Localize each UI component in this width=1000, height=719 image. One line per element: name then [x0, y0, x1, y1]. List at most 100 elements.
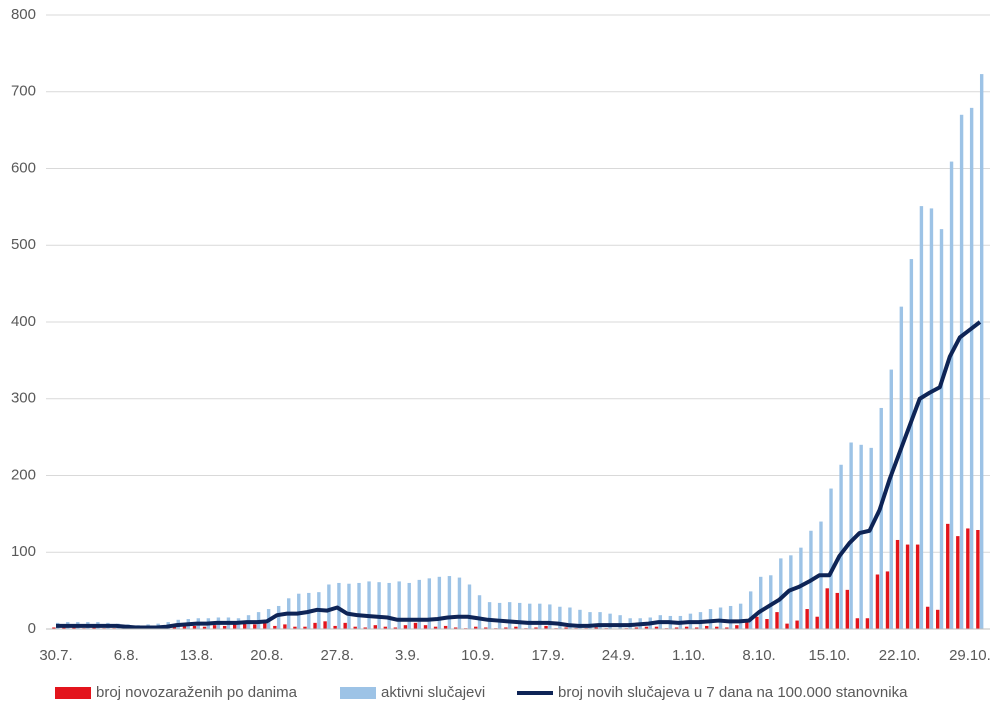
line [56, 320, 982, 630]
bar [417, 579, 421, 629]
bar [72, 627, 76, 629]
bar [276, 605, 281, 629]
bar [829, 488, 833, 629]
bar [618, 615, 622, 629]
bar [497, 602, 502, 629]
bar [775, 612, 779, 629]
bar [477, 595, 482, 629]
bar [293, 626, 297, 629]
bar [859, 444, 863, 629]
y-tick-label: 500 [11, 236, 36, 253]
bar [705, 625, 709, 629]
bar [273, 625, 277, 629]
bar [915, 544, 920, 629]
bar [815, 616, 819, 629]
bar [929, 208, 934, 629]
bar [825, 588, 829, 629]
bar [457, 577, 462, 629]
bar [845, 589, 850, 629]
bar [327, 584, 331, 629]
bar [377, 582, 381, 629]
bar [745, 619, 749, 629]
bar [182, 625, 187, 629]
bar [879, 407, 883, 629]
bar [52, 627, 56, 629]
bar [684, 626, 689, 629]
bar [899, 306, 904, 629]
x-tick-label: 6.8. [114, 647, 139, 664]
bar [608, 613, 612, 629]
y-tick-label: 400 [11, 313, 36, 330]
bar [769, 575, 773, 629]
x-tick-label: 22.10. [879, 647, 921, 664]
x-tick-label: 15.10. [808, 647, 850, 664]
x-tick-label: 20.8. [250, 647, 283, 664]
bar [407, 582, 411, 629]
legend-swatch [55, 687, 91, 699]
bar [507, 602, 512, 629]
bar [564, 627, 568, 629]
bar [976, 529, 980, 629]
bar [383, 626, 388, 629]
bar [484, 627, 488, 629]
bar [905, 544, 910, 629]
bar [548, 604, 552, 629]
x-tick-label: 17.9. [531, 647, 564, 664]
y-tick-label: 100 [11, 543, 36, 560]
bar [202, 626, 207, 629]
x-tick-label: 30.7. [39, 647, 72, 664]
bar [598, 612, 602, 629]
bar [423, 625, 428, 629]
bar [353, 626, 357, 629]
bar [337, 582, 341, 629]
bar [759, 576, 763, 629]
bar [735, 625, 739, 629]
bar [755, 616, 759, 629]
y-tick-label: 700 [11, 83, 36, 100]
bar [949, 161, 954, 629]
bar [835, 592, 839, 629]
bar [367, 581, 371, 629]
bar [427, 578, 432, 629]
bar [969, 107, 974, 630]
bar [413, 622, 418, 629]
bar [92, 627, 96, 629]
x-tick-label: 10.9. [461, 647, 494, 664]
bar [303, 626, 307, 629]
bar [855, 618, 860, 629]
bar [795, 620, 799, 629]
bar [313, 622, 317, 629]
bar [865, 618, 870, 629]
bar [343, 622, 347, 629]
bar [538, 603, 542, 629]
bar [979, 74, 984, 629]
bar [594, 627, 598, 629]
bar [634, 627, 639, 629]
bar [959, 114, 964, 629]
bar [297, 593, 301, 629]
y-tick-label: 300 [11, 390, 36, 407]
x-tick-label: 8.10. [742, 647, 775, 664]
x-tick-label: 24.9. [602, 647, 635, 664]
bar [192, 625, 197, 629]
bar [393, 627, 398, 629]
x-tick-label: 1.10. [672, 647, 705, 664]
bar [718, 607, 723, 629]
bar [212, 625, 217, 629]
bar [333, 625, 337, 629]
bar [895, 539, 900, 629]
x-tick-label: 27.8. [321, 647, 354, 664]
bar [785, 623, 789, 629]
legend-label: broj novih slučajeva u 7 dana na 100.000… [558, 684, 908, 701]
bar [939, 229, 944, 629]
bar [654, 626, 659, 629]
bar [694, 627, 699, 629]
bar [453, 627, 458, 629]
y-tick-label: 800 [11, 6, 36, 23]
bar [578, 609, 582, 629]
bar [504, 627, 508, 629]
bar [487, 602, 492, 629]
y-tick-label: 0 [28, 620, 36, 637]
bar [748, 591, 753, 629]
